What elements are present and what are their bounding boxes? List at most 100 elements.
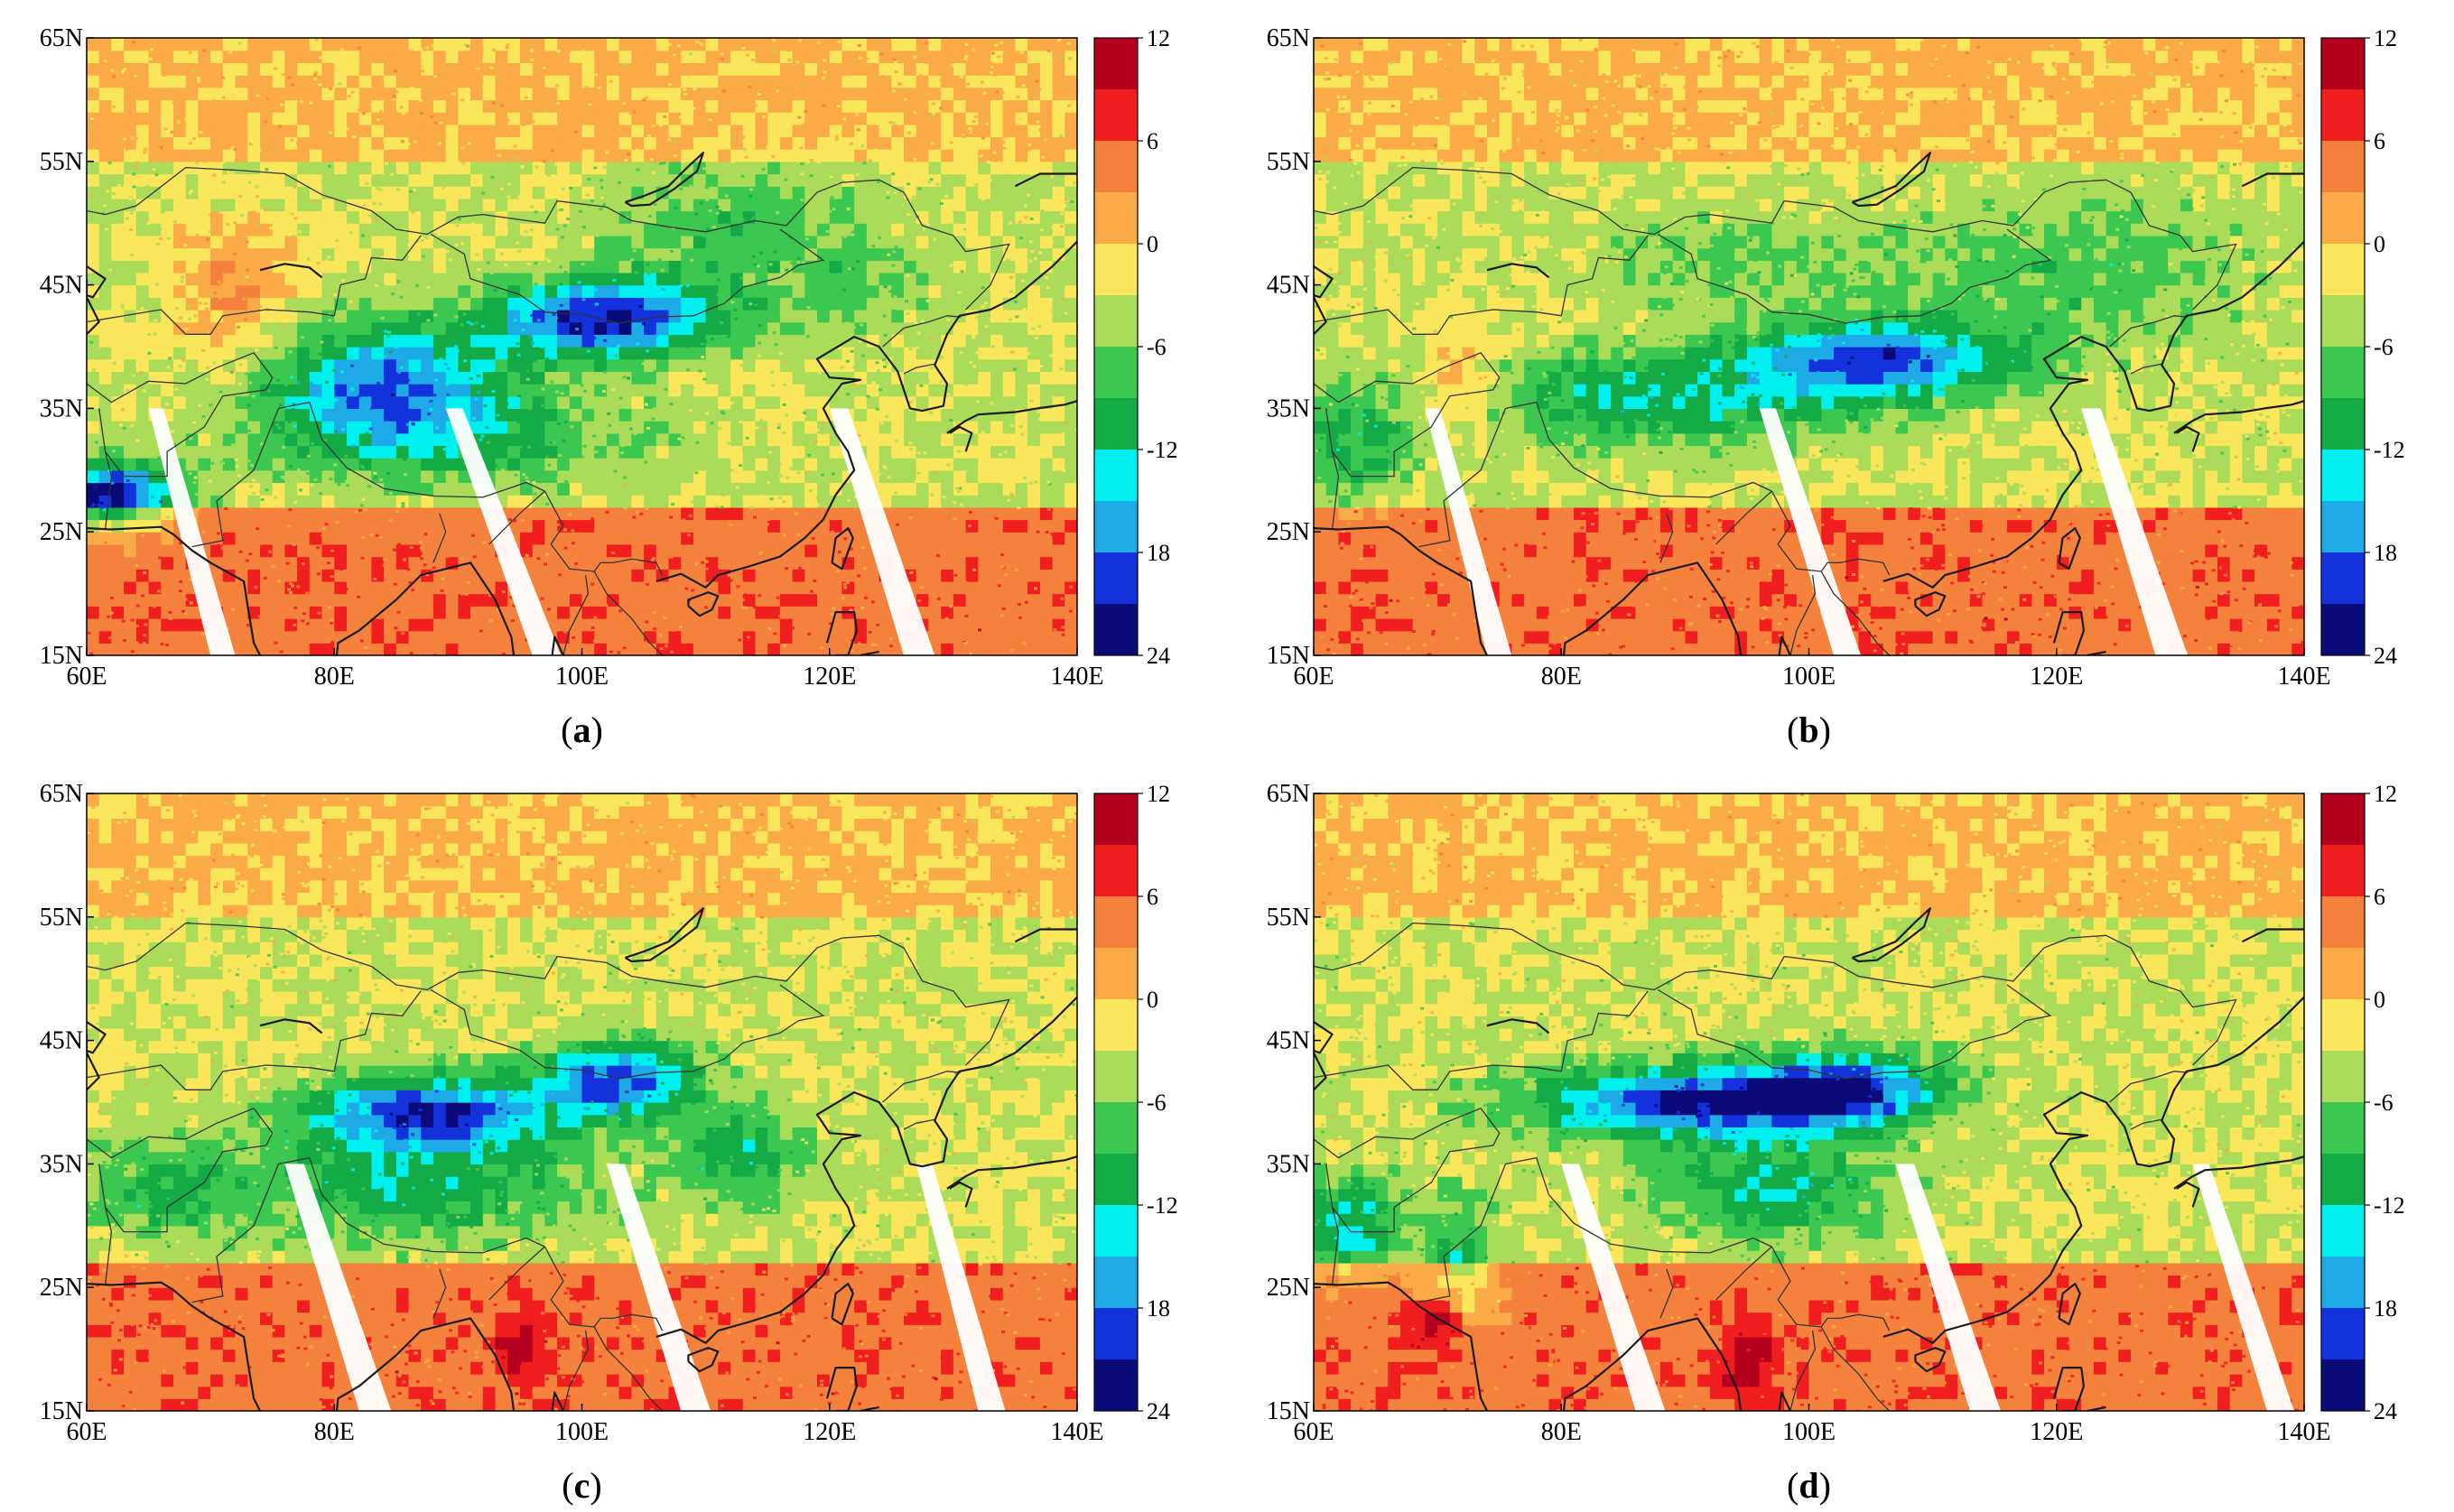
colorbar: 12 6 0 -6 -12 18 24 [1093, 25, 1178, 669]
colorbar-swatch [1094, 1051, 1138, 1103]
lat-tick-label: 35N [40, 1150, 83, 1178]
colorbar-tick-label: 18 [1147, 1295, 1170, 1322]
lon-tick-label: 60E [66, 1418, 107, 1446]
lon-tick-label: 120E [2030, 1418, 2083, 1446]
colorbar-tick-label: 24 [2374, 1398, 2397, 1424]
lat-tick-label: 15N [40, 1397, 83, 1425]
lon-tick-label: 140E [1050, 1418, 1103, 1446]
colorbar-swatch [1094, 948, 1138, 1000]
colorbar-swatch [2321, 347, 2365, 399]
anomaly-field [1314, 38, 2304, 655]
lon-tick-label: 140E [1050, 663, 1103, 691]
lat-tick-label: 25N [1267, 1274, 1310, 1302]
lat-tick-label: 15N [1267, 642, 1310, 670]
colorbar-swatch [2321, 999, 2365, 1052]
lon-tick-label: 120E [803, 663, 856, 691]
lon-tick-label: 100E [555, 1418, 609, 1446]
lat-tick-label: 35N [1267, 1150, 1310, 1178]
lon-tick-label: 140E [2277, 1418, 2330, 1446]
lon-tick-label: 100E [1782, 1418, 1836, 1446]
colorbar-swatch [2321, 793, 2365, 846]
colorbar-tick-label: -12 [1147, 1192, 1178, 1219]
panel-caption: (a) [561, 710, 603, 750]
colorbar-swatch [2321, 141, 2365, 193]
colorbar-swatch [2321, 896, 2365, 949]
colorbar-swatch [2321, 604, 2365, 656]
lon-tick-label: 60E [1293, 663, 1334, 691]
lat-tick-label: 25N [40, 518, 83, 546]
colorbar-tick-label: 24 [1147, 1398, 1170, 1424]
colorbar-tick-label: 12 [1147, 781, 1170, 807]
colorbar-swatch [2321, 1359, 2365, 1412]
colorbar-tick-label: -6 [2374, 334, 2394, 360]
colorbar-swatch [1094, 1205, 1138, 1257]
colorbar-tick-label: 18 [1147, 540, 1170, 566]
colorbar-swatch [2321, 1205, 2365, 1257]
lon-tick-label: 60E [66, 663, 107, 691]
colorbar-swatch [1094, 398, 1138, 450]
colorbar-tick-label: 0 [1147, 987, 1158, 1013]
colorbar-swatch [2321, 1308, 2365, 1360]
colorbar-tick-label: -6 [1147, 334, 1167, 360]
colorbar-swatch [2321, 295, 2365, 348]
colorbar-swatch [1094, 1359, 1138, 1412]
colorbar-swatch [2321, 1051, 2365, 1103]
colorbar-swatch [2321, 398, 2365, 450]
colorbar: 12 6 0 -6 -12 18 24 [2320, 25, 2405, 669]
lat-tick-label: 65N [40, 24, 83, 52]
lat-tick-label: 65N [40, 780, 83, 808]
colorbar-tick-label: -12 [2374, 1192, 2405, 1219]
colorbar-tick-label: -6 [2374, 1090, 2394, 1116]
colorbar-swatch [1094, 999, 1138, 1052]
lat-tick-label: 65N [1267, 780, 1310, 808]
colorbar-tick-label: -6 [1147, 1090, 1167, 1116]
colorbar-tick-label: -12 [2374, 437, 2405, 463]
colorbar-swatch [2321, 244, 2365, 296]
lat-tick-label: 25N [40, 1274, 83, 1302]
lon-tick-label: 80E [314, 1418, 355, 1446]
lon-tick-label: 80E [314, 663, 355, 691]
colorbar-swatch [2321, 552, 2365, 605]
colorbar-swatch [2321, 192, 2365, 245]
colorbar-tick-label: 18 [2374, 540, 2397, 566]
colorbar-swatch [2321, 89, 2365, 142]
colorbar-swatch [2321, 948, 2365, 1000]
lon-tick-label: 100E [555, 663, 609, 691]
map-panel-c: 65N 55N 45N 35N 25N 15N 60E 80E 100E 120E 140E 12 6 0… [0, 756, 1227, 1511]
colorbar-swatch [1094, 1102, 1138, 1155]
colorbar-swatch [1094, 501, 1138, 553]
colorbar: 12 6 0 -6 -12 18 24 [2320, 781, 2405, 1424]
colorbar-tick-label: 0 [2374, 987, 2385, 1013]
lat-tick-label: 45N [40, 1027, 83, 1055]
colorbar-swatch [1094, 295, 1138, 348]
colorbar-tick-label: 0 [2374, 231, 2385, 257]
colorbar-swatch [1094, 192, 1138, 245]
colorbar-swatch [2321, 501, 2365, 553]
colorbar-swatch [2321, 450, 2365, 502]
lat-tick-label: 15N [40, 642, 83, 670]
lon-tick-label: 80E [1541, 1418, 1582, 1446]
colorbar-tick-label: 6 [2374, 128, 2385, 154]
map-panel-d: 65N 55N 45N 35N 25N 15N 60E 80E 100E 120E 140E 12 6 0… [1227, 756, 2454, 1511]
map-panel-b: 65N 55N 45N 35N 25N 15N 60E 80E 100E 120E 140E 12 6 0… [1227, 0, 2454, 756]
colorbar-tick-label: 12 [2374, 25, 2397, 51]
colorbar-swatch [1094, 1308, 1138, 1360]
lat-tick-label: 35N [1267, 394, 1310, 422]
colorbar-swatch [1094, 604, 1138, 656]
lat-tick-label: 55N [40, 148, 83, 176]
lon-tick-label: 120E [803, 1418, 856, 1446]
colorbar-swatch [1094, 141, 1138, 193]
anomaly-field [1314, 793, 2304, 1411]
colorbar-swatch [1094, 845, 1138, 897]
colorbar-swatch [2321, 1102, 2365, 1155]
colorbar-swatch [2321, 845, 2365, 897]
colorbar-tick-label: 12 [2374, 781, 2397, 807]
colorbar-tick-label: 24 [1147, 643, 1170, 669]
colorbar-swatch [1094, 1257, 1138, 1309]
colorbar-swatch [1094, 1154, 1138, 1206]
colorbar-swatch [1094, 552, 1138, 605]
colorbar-swatch [2321, 1257, 2365, 1309]
